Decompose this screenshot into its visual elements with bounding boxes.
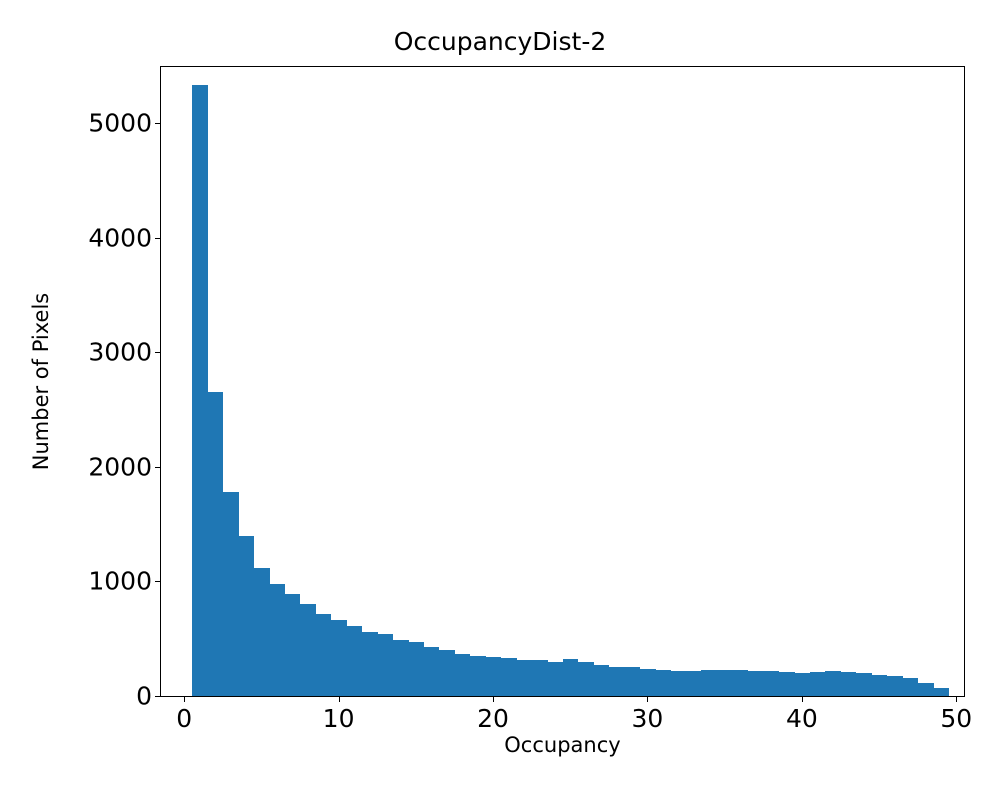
histogram-bar: [840, 671, 857, 696]
y-axis-tick: [155, 237, 161, 239]
histogram-bar: [794, 673, 811, 696]
x-axis-tick: [647, 696, 649, 702]
histogram-bar: [624, 667, 641, 696]
x-axis-label: Occupancy: [504, 733, 621, 757]
histogram-bar: [299, 604, 316, 696]
histogram-bar: [531, 660, 548, 696]
y-axis-tick: [155, 696, 161, 697]
histogram-bar: [222, 492, 239, 696]
plot-frame: 0 1000 2000 3000 4000 5000 0 10 20 30 40 50: [88, 66, 972, 733]
y-axis-tick-label: 3000: [88, 337, 152, 367]
histogram-bar: [438, 650, 455, 696]
y-axis-tick-label: 1000: [88, 566, 152, 596]
y-axis-label: Number of Pixels: [29, 292, 53, 471]
histogram-bar: [686, 670, 702, 696]
y-axis-tick-label: 4000: [88, 223, 152, 253]
histogram-bar: [593, 665, 610, 696]
y-axis-tick-label: 5000: [88, 108, 152, 138]
histogram-bar: [701, 669, 718, 696]
histogram-bar: [207, 392, 224, 696]
x-axis-tick: [338, 696, 340, 702]
x-axis-tick: [184, 696, 186, 702]
histogram-bar: [191, 85, 208, 696]
histogram-bar: [670, 670, 687, 696]
histogram-bar: [469, 655, 486, 696]
histogram-bar: [577, 661, 594, 696]
histogram-bar: [809, 671, 826, 696]
histogram-bar: [500, 658, 517, 696]
histogram-bar: [886, 675, 903, 696]
histogram-bar: [639, 668, 656, 696]
y-axis-tick-label: 0: [136, 681, 152, 711]
histogram-bar: [778, 671, 795, 696]
x-axis-tick-label: 50: [940, 704, 973, 733]
histogram-bar: [377, 634, 394, 696]
y-axis-tick: [155, 352, 161, 354]
histogram-bar: [855, 673, 872, 696]
histogram-bar: [933, 687, 950, 696]
histogram-bar: [315, 613, 332, 696]
x-axis-tick: [493, 696, 494, 702]
histogram-bar: [485, 657, 502, 696]
histogram-bar: [608, 667, 625, 696]
histogram-bar: [284, 594, 301, 696]
histogram-bar: [516, 660, 533, 696]
histogram-bar: [562, 659, 579, 696]
x-axis-tick-label: 20: [477, 704, 509, 733]
histogram-bar: [747, 670, 764, 696]
x-axis-tick-label: 0: [176, 704, 193, 733]
histogram-bar: [330, 620, 347, 696]
histogram-bar: [902, 677, 919, 696]
histogram-bar: [238, 535, 255, 696]
chart-title: OccupancyDist-2: [393, 27, 607, 56]
y-axis-tick: [155, 466, 161, 468]
histogram-bar: [408, 642, 424, 696]
histogram-bar: [454, 653, 471, 696]
x-axis-tick: [801, 696, 803, 702]
histogram-bar: [655, 669, 672, 696]
histogram-bar: [763, 671, 780, 696]
y-axis-tick: [155, 123, 161, 125]
histogram-bar: [547, 661, 563, 696]
histogram-bar: [917, 683, 934, 696]
histogram-bar: [392, 639, 409, 696]
plot-area: [161, 67, 964, 696]
histogram-bar: [825, 670, 841, 696]
histogram-bar: [253, 567, 270, 696]
histogram-bar: [871, 674, 888, 696]
x-axis-tick-label: 30: [631, 704, 664, 733]
x-axis-tick: [956, 696, 958, 702]
y-axis-tick-label: 2000: [88, 452, 152, 482]
x-axis-tick-label: 40: [785, 704, 818, 733]
histogram-bar: [269, 583, 286, 696]
histogram-bar: [423, 646, 440, 696]
histogram-bar: [732, 669, 749, 696]
y-axis-tick: [155, 581, 161, 583]
x-axis-tick-label: 10: [322, 704, 355, 733]
histogram-bar: [361, 631, 378, 696]
histogram-bar: [716, 669, 733, 696]
histogram-bar: [346, 626, 363, 696]
